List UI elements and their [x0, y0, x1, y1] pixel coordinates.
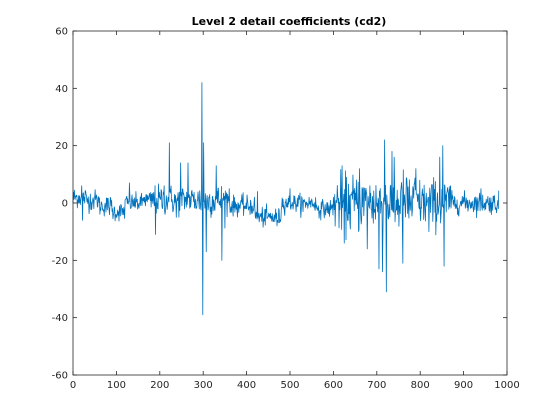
x-tick-label: 700 — [367, 380, 386, 391]
y-tick-label: 40 — [55, 84, 68, 95]
y-tick-label: 60 — [55, 27, 68, 38]
x-tick-label: 900 — [454, 380, 473, 391]
x-tick-label: 600 — [324, 380, 343, 391]
x-tick-label: 1000 — [494, 380, 519, 391]
x-tick-label: 400 — [237, 380, 256, 391]
x-tick-label: 0 — [70, 380, 76, 391]
y-tick-label: -40 — [52, 313, 68, 324]
x-tick-label: 100 — [107, 380, 126, 391]
y-tick-label: 0 — [62, 199, 68, 210]
x-tick-label: 200 — [150, 380, 169, 391]
axes-box — [72, 30, 508, 376]
series-line — [72, 82, 500, 316]
chart-title: Level 2 detail coefficients (cd2) — [192, 15, 387, 28]
plot-area — [72, 82, 500, 316]
x-tick-label: 300 — [194, 380, 213, 391]
y-tick-label: -60 — [52, 371, 68, 382]
x-axis-ticks: 0 100 200 300 400 500 600 700 800 900 1000 — [70, 31, 520, 391]
x-tick-label: 800 — [411, 380, 430, 391]
y-axis-ticks: -60 -40 -20 0 20 40 60 — [52, 27, 507, 382]
y-tick-label: 20 — [55, 141, 68, 152]
x-tick-label: 500 — [280, 380, 299, 391]
y-tick-label: -20 — [52, 256, 68, 267]
